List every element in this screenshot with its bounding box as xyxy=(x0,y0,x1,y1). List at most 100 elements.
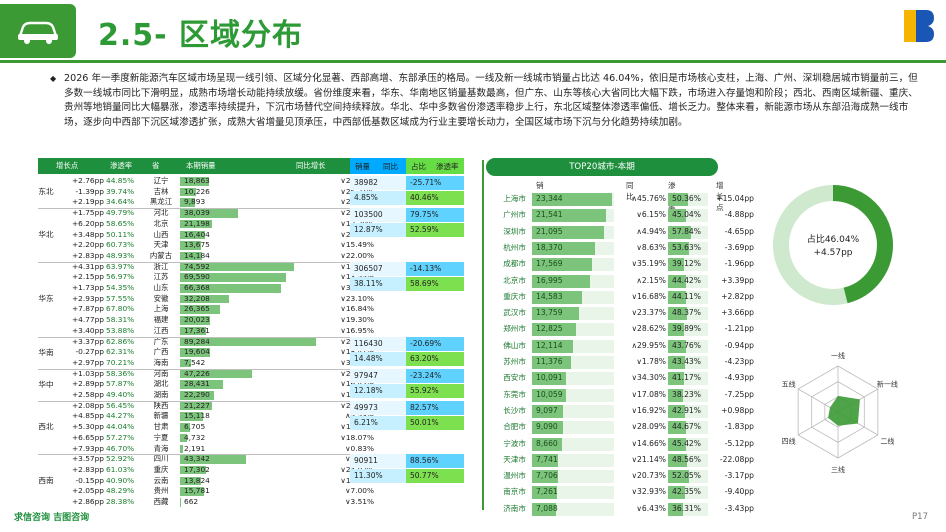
row-pen: 70.21% xyxy=(106,357,135,367)
city-name: 宁波市 xyxy=(503,438,526,448)
city-inc: +15.04pp xyxy=(716,194,754,203)
share-donut-chart xyxy=(773,185,893,305)
city-sales: 16,995 xyxy=(536,275,563,285)
row-pen: 61.03% xyxy=(106,464,135,474)
city-sales-bar xyxy=(532,339,574,353)
summary-pen: 11.30% xyxy=(350,469,406,484)
row-pen: 48.29% xyxy=(106,486,135,496)
city-pen: 53.63% xyxy=(672,242,701,252)
row-sales: 6,705 xyxy=(184,422,206,432)
city-row: 武汉市 13,759 ∨23.37% 48.37% +3.66pp xyxy=(486,306,754,322)
city-sales: 7,261 xyxy=(536,487,558,497)
section-divider xyxy=(482,160,484,510)
row-sales: 4,732 xyxy=(184,432,206,442)
row-sales: 10,226 xyxy=(184,186,210,196)
city-sales: 21,541 xyxy=(536,210,563,220)
summary-sales: 49973 xyxy=(350,400,406,415)
city-sales: 10,091 xyxy=(536,373,563,383)
row-prov: 浙江 xyxy=(153,261,169,271)
city-name: 武汉市 xyxy=(503,308,526,318)
row-yoy: ∨3.51% xyxy=(345,497,374,506)
city-inc: -9.40pp xyxy=(724,487,754,497)
row-sales: 38,039 xyxy=(184,208,210,218)
row-yoy: ∨19.30% xyxy=(340,315,374,325)
city-sales: 8,660 xyxy=(536,438,558,448)
row-pen: 54.35% xyxy=(106,283,135,292)
page-number: P17 xyxy=(912,512,928,522)
city-sales: 9,090 xyxy=(536,422,558,432)
city-yoy: ∨8.63% xyxy=(636,242,666,252)
city-name: 广州市 xyxy=(503,210,526,220)
row-pen: 57.27% xyxy=(106,432,135,442)
city-sales: 10,059 xyxy=(536,389,563,399)
row-inc: -0.27pp xyxy=(75,347,104,357)
city-sales-bar xyxy=(532,404,564,418)
row-prov: 上海 xyxy=(153,304,169,314)
row-sales: 14,184 xyxy=(184,250,210,260)
city-sales: 21,095 xyxy=(536,226,563,236)
row-yoy: ∨23.10% xyxy=(340,293,374,303)
city-sales: 12,825 xyxy=(536,324,563,334)
row-sales-bar xyxy=(180,433,188,443)
row-sales: 17,361 xyxy=(184,325,210,335)
city-yoy: ∨32.93% xyxy=(631,487,666,497)
row-sales-bar xyxy=(180,273,286,282)
row-pen: 44.04% xyxy=(106,422,135,432)
city-pen-bar xyxy=(668,502,683,516)
row-inc: +5.30pp xyxy=(71,422,104,432)
row-sales: 74,592 xyxy=(184,261,210,271)
row-yoy: ∨16.95% xyxy=(340,325,374,335)
city-inc: -1.96pp xyxy=(724,259,754,269)
city-pen: 38.23% xyxy=(672,389,701,399)
row-yoy: ∨16.84% xyxy=(340,304,374,314)
city-row: 宁波市 8,660 ∨14.66% 45.42% -5.12pp xyxy=(486,437,754,453)
row-sales-bar xyxy=(180,401,213,411)
city-pen-bar xyxy=(668,372,685,386)
city-pen: 42.35% xyxy=(672,487,701,497)
summary-sales: 97947 xyxy=(350,368,406,383)
table-row: +4.77pp 58.31% 福建 20,023 ∨19.30% xyxy=(34,315,384,326)
row-sales: 19,604 xyxy=(184,347,210,357)
row-prov: 河北 xyxy=(153,208,169,218)
row-sales-bar xyxy=(180,284,281,293)
city-row: 深圳市 21,095 ∧4.94% 57.84% -4.65pp xyxy=(486,225,754,241)
city-pen: 44.67% xyxy=(672,422,701,432)
summary-yoy: -20.69% xyxy=(406,336,464,351)
region-label: 华南 xyxy=(38,347,54,357)
city-pen: 57.84% xyxy=(672,226,701,236)
region-divider xyxy=(38,336,380,338)
radar-value-area xyxy=(828,395,860,426)
city-sales: 11,376 xyxy=(536,357,563,366)
row-pen: 58.36% xyxy=(106,368,135,378)
row-prov: 北京 xyxy=(153,218,169,228)
bullet-icon: ◆ xyxy=(50,74,57,83)
row-inc: +7.87pp xyxy=(71,304,104,314)
city-inc: -4.88pp xyxy=(724,210,754,220)
row-pen: 52.92% xyxy=(106,454,135,464)
summary-yoy: 79.75% xyxy=(406,208,464,223)
city-row: 北京市 16,995 ∧2.15% 44.42% +3.39pp xyxy=(486,274,754,290)
row-sales: 28,431 xyxy=(184,379,210,389)
city-pen-bar xyxy=(668,225,692,239)
row-yoy: ∨18.07% xyxy=(340,432,374,442)
row-inc: +2.58pp xyxy=(71,390,104,399)
city-row: 佛山市 12,114 ∧29.95% 43.76% -0.94pp xyxy=(486,339,754,355)
row-sales-bar xyxy=(180,444,184,453)
city-pen: 42.91% xyxy=(672,405,701,415)
row-inc: +6.20pp xyxy=(71,218,104,228)
city-yoy: ∨23.37% xyxy=(631,308,666,318)
row-sales-bar xyxy=(180,326,207,336)
row-inc: +1.03pp xyxy=(71,368,104,378)
row-pen: 58.31% xyxy=(106,315,135,325)
city-yoy: ∨28.09% xyxy=(631,422,666,432)
city-pen: 45.42% xyxy=(672,438,701,448)
summary-header-pen: 渗透率 xyxy=(434,158,464,174)
city-yoy: ∨6.15% xyxy=(636,210,666,220)
row-sales: 32,208 xyxy=(184,293,210,303)
donut-share-arc xyxy=(773,185,893,305)
region-divider xyxy=(38,368,380,370)
row-sales-bar xyxy=(180,391,214,400)
